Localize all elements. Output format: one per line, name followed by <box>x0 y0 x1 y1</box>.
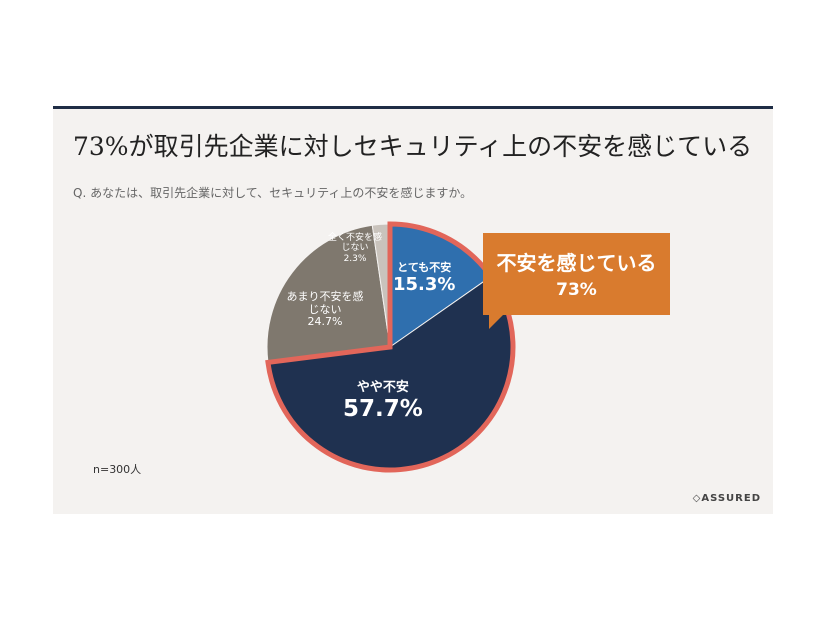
sample-size: n=300人 <box>93 463 142 476</box>
slice-label-not-at-all: 全く不安を感じない 2.3% <box>327 233 382 264</box>
callout-box: 不安を感じている 73% <box>483 233 670 329</box>
slice-label-somewhat: やや不安 57.7% <box>343 380 423 422</box>
slice-label-not-much: あまり不安を感じない 24.7% <box>286 290 364 329</box>
question-text: Q. あなたは、取引先企業に対して、セキュリティ上の不安を感じますか。 <box>73 186 473 200</box>
slice-label-very: とても不安 15.3% <box>393 261 456 295</box>
pie-chart <box>265 221 516 473</box>
highlight-outline <box>265 221 516 473</box>
pie-slice <box>266 224 391 363</box>
page-title: 73%が取引先企業に対しセキュリティ上の不安を感じている <box>73 132 753 161</box>
logo: ◇ASSURED <box>692 493 761 504</box>
slide: 73%が取引先企業に対しセキュリティ上の不安を感じている Q. あなたは、取引先… <box>53 106 773 514</box>
